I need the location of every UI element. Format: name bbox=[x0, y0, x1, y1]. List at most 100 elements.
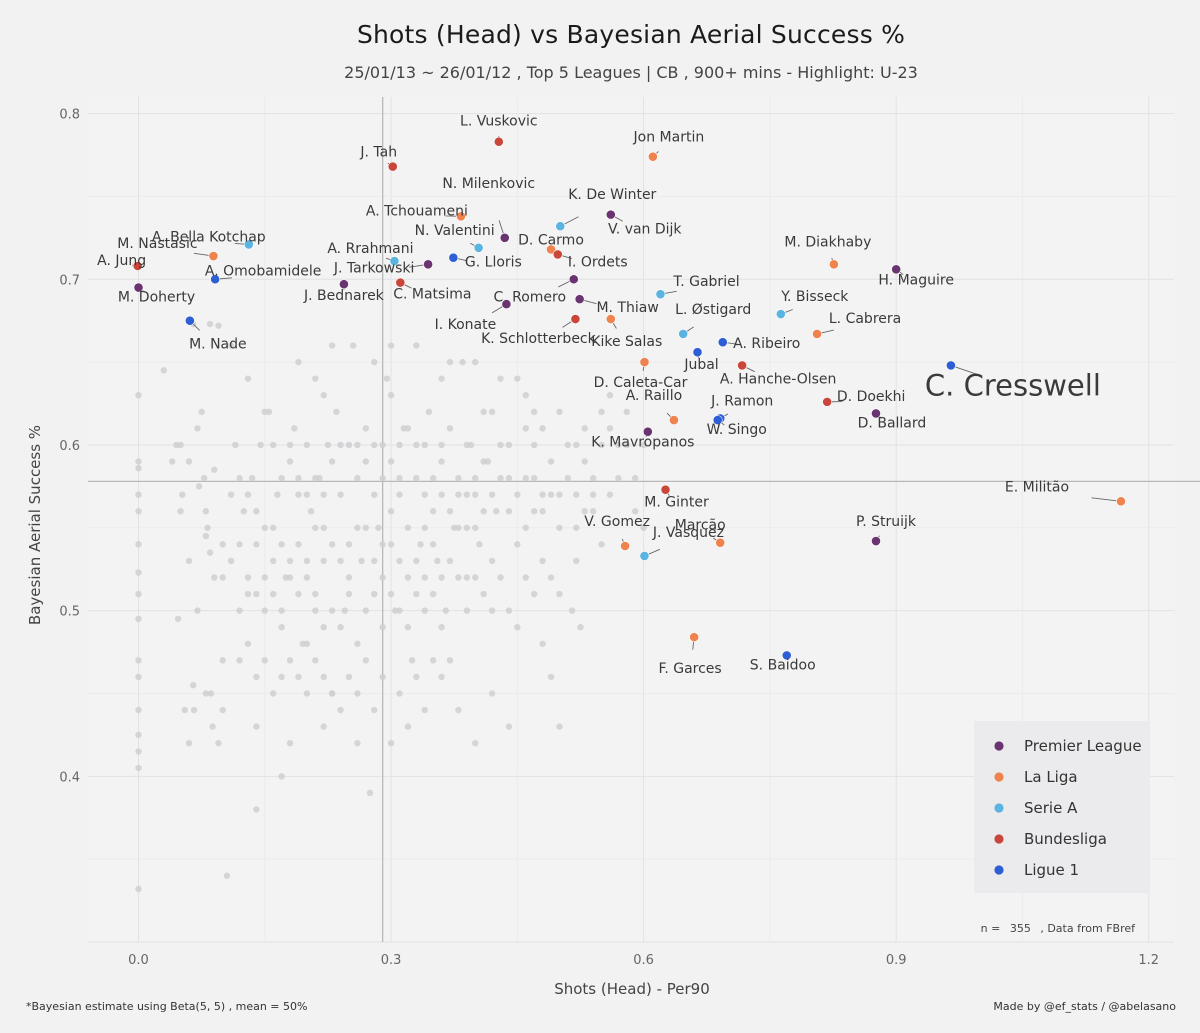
player-label: H. Maguire bbox=[878, 272, 954, 288]
player-label: M. Ginter bbox=[644, 495, 709, 511]
note-count: 355 bbox=[1010, 922, 1031, 935]
background-point bbox=[421, 441, 428, 449]
background-point bbox=[135, 541, 142, 548]
background-point bbox=[354, 690, 361, 697]
background-point bbox=[514, 541, 521, 548]
background-point bbox=[286, 458, 294, 465]
background-point bbox=[387, 392, 395, 399]
player-label: A. Tchouameni bbox=[366, 203, 468, 219]
background-point bbox=[472, 574, 479, 581]
player-point bbox=[812, 329, 822, 339]
background-point bbox=[577, 623, 584, 631]
background-point bbox=[632, 508, 639, 515]
player-point bbox=[891, 264, 902, 275]
background-point bbox=[539, 508, 546, 515]
player-label: D. Caleta-Car bbox=[594, 375, 688, 391]
player-label: M. Doherty bbox=[118, 290, 195, 306]
background-point bbox=[261, 408, 268, 416]
background-point bbox=[429, 657, 437, 664]
background-point bbox=[371, 706, 378, 714]
background-point bbox=[261, 607, 268, 614]
chart-subtitle: 25/01/13 ~ 26/01/12 , Top 5 Leagues | CB… bbox=[344, 63, 918, 82]
background-point bbox=[341, 607, 348, 614]
background-point bbox=[198, 408, 205, 416]
background-point bbox=[522, 425, 529, 432]
background-point bbox=[190, 681, 197, 689]
background-point bbox=[312, 657, 319, 664]
background-point bbox=[240, 508, 247, 515]
background-point bbox=[286, 441, 294, 449]
background-point bbox=[488, 557, 496, 565]
background-point bbox=[135, 885, 142, 893]
background-point bbox=[320, 623, 327, 631]
background-point bbox=[345, 673, 353, 681]
background-point bbox=[174, 615, 182, 623]
background-point bbox=[295, 491, 302, 498]
background-point bbox=[324, 441, 332, 449]
background-point bbox=[219, 574, 226, 581]
legend-label: Serie A bbox=[1024, 799, 1078, 817]
background-point bbox=[421, 524, 428, 531]
background-point bbox=[497, 441, 504, 449]
legend-label: Ligue 1 bbox=[1024, 861, 1079, 879]
player-label: A. Omobamidele bbox=[205, 263, 321, 279]
player-point bbox=[473, 242, 484, 253]
background-point bbox=[522, 392, 529, 399]
background-point bbox=[581, 458, 588, 465]
background-point bbox=[606, 425, 614, 432]
background-point bbox=[497, 474, 504, 482]
player-point bbox=[568, 274, 579, 285]
background-point bbox=[480, 458, 487, 465]
background-point bbox=[291, 425, 298, 432]
background-point bbox=[472, 491, 479, 498]
background-point bbox=[202, 532, 210, 540]
background-point bbox=[446, 557, 454, 565]
background-point bbox=[379, 474, 386, 482]
player-label: I. Konate bbox=[435, 317, 497, 333]
background-point bbox=[472, 358, 479, 366]
background-point bbox=[421, 706, 428, 714]
background-point bbox=[270, 557, 277, 565]
player-point bbox=[781, 650, 792, 661]
leader-line bbox=[950, 364, 982, 377]
background-point bbox=[497, 375, 504, 382]
player-label: D. Doekhi bbox=[837, 389, 906, 405]
player-label: Kike Salas bbox=[591, 334, 662, 350]
background-point bbox=[135, 673, 142, 681]
background-point bbox=[429, 590, 437, 598]
background-point bbox=[387, 342, 395, 349]
background-point bbox=[270, 524, 277, 531]
background-point bbox=[345, 574, 353, 581]
player-point bbox=[605, 209, 616, 220]
background-point bbox=[303, 441, 311, 449]
note-prefix: n = bbox=[981, 922, 1001, 935]
background-point bbox=[556, 408, 563, 416]
background-point bbox=[362, 425, 370, 432]
background-point bbox=[547, 673, 555, 681]
background-point bbox=[488, 690, 496, 697]
background-point bbox=[362, 524, 370, 531]
background-point bbox=[589, 491, 597, 498]
chart-title: Shots (Head) vs Bayesian Aerial Success … bbox=[356, 20, 906, 49]
background-point bbox=[480, 590, 487, 598]
player-point bbox=[639, 551, 650, 561]
background-point bbox=[556, 524, 563, 531]
credit: Made by @ef_stats / @abelasano bbox=[993, 1000, 1176, 1013]
background-point bbox=[337, 623, 344, 631]
background-point bbox=[320, 557, 327, 565]
background-point bbox=[493, 508, 500, 515]
background-point bbox=[598, 408, 605, 416]
player-label: J. Vasquez bbox=[652, 525, 724, 541]
background-point bbox=[564, 441, 572, 449]
background-point bbox=[379, 673, 386, 681]
background-point bbox=[278, 474, 285, 482]
player-label: W. Singo bbox=[707, 422, 767, 438]
sample-note: n = 355 , Data from FBref bbox=[981, 922, 1136, 935]
background-point bbox=[472, 474, 479, 482]
background-point bbox=[270, 441, 277, 449]
background-point bbox=[472, 524, 479, 531]
background-point bbox=[200, 474, 208, 482]
x-tick-label: 0.3 bbox=[381, 953, 402, 968]
background-point bbox=[295, 541, 302, 548]
player-point bbox=[387, 161, 398, 172]
